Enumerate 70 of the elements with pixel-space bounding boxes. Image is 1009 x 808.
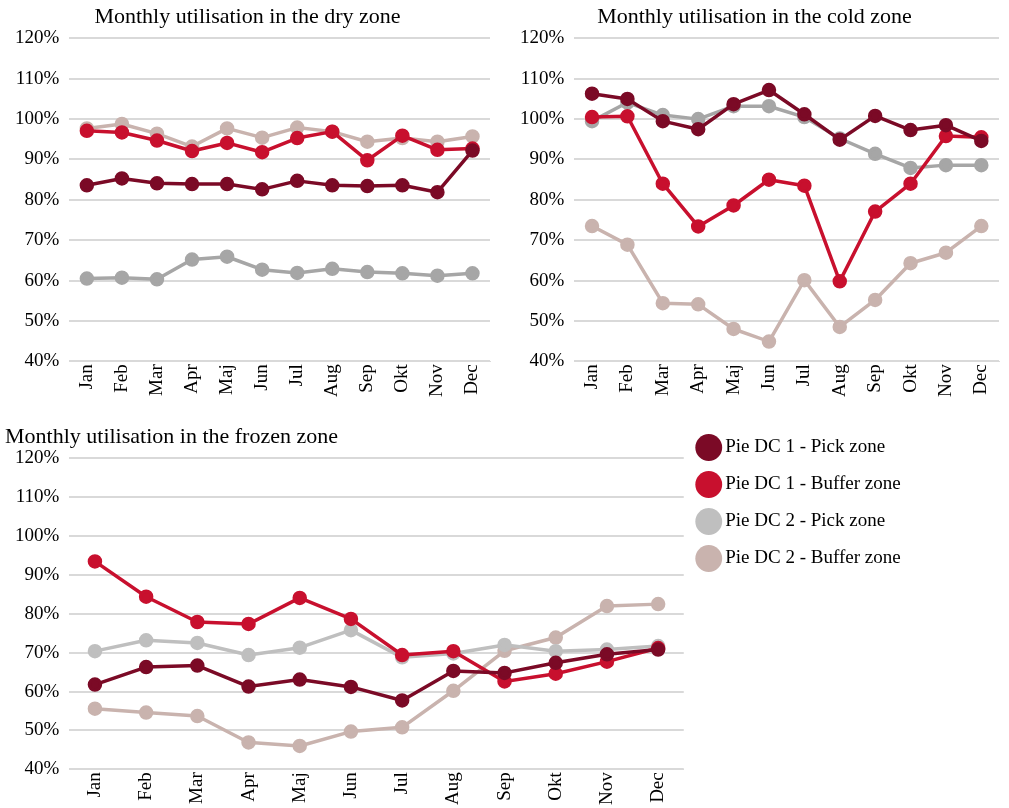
x-tick-label: Feb (134, 772, 156, 801)
x-tick-label: Sep (863, 364, 885, 393)
x-tick-label: Sep (492, 772, 514, 801)
y-tick-label: 40% (24, 757, 60, 779)
x-tick-label: Dec (646, 772, 668, 803)
y-tick-label: 70% (24, 640, 60, 662)
x-tick-label: Jul (792, 364, 814, 387)
y-tick-label: 40% (24, 349, 60, 371)
y-tick-label: 80% (24, 187, 60, 209)
x-tick-label: Maj (215, 364, 237, 395)
y-tick-label: 60% (24, 679, 60, 701)
x-tick-label: Sep (355, 364, 377, 393)
y-tick-label: 110% (15, 66, 60, 88)
x-tick-label: Okt (390, 363, 412, 393)
y-tick-label: 80% (24, 601, 60, 623)
chart-title: Monthly utilisation in the cold zone (597, 2, 912, 28)
x-tick-label: Nov (594, 771, 616, 806)
y-tick-label: 100% (15, 107, 60, 129)
x-tick-label: Maj (721, 364, 743, 395)
y-tick-label: 100% (520, 107, 565, 129)
y-tick-label: 50% (24, 718, 60, 740)
x-tick-label: Aug (320, 363, 342, 398)
legend-label: Pie DC 2 - Buffer zone (725, 546, 901, 568)
x-tick-label: Dec (969, 364, 991, 395)
y-tick-label: 100% (15, 524, 60, 546)
x-tick-label: Aug (441, 771, 463, 806)
x-tick-label: Okt (898, 363, 920, 393)
y-tick-label: 50% (24, 308, 60, 330)
x-tick-label: Okt (543, 771, 565, 801)
x-tick-label: Nov (933, 363, 955, 398)
y-tick-label: 90% (24, 147, 60, 169)
y-tick-label: 60% (24, 268, 60, 290)
x-tick-label: Apr (686, 363, 708, 394)
x-tick-label: Mar (144, 363, 166, 396)
chart-title: Monthly utilisation in the dry zone (94, 2, 401, 28)
y-tick-label: 90% (24, 562, 60, 584)
x-tick-label: Jan (580, 363, 602, 390)
x-tick-label: Mar (185, 771, 207, 804)
legend-label: Pie DC 2 - Pick zone (725, 509, 886, 531)
y-tick-label: 70% (24, 228, 60, 250)
y-tick-label: 80% (529, 187, 565, 209)
y-tick-label: 70% (529, 228, 565, 250)
x-tick-label: Apr (180, 363, 202, 394)
y-tick-label: 120% (15, 26, 60, 48)
x-tick-label: Feb (109, 364, 131, 393)
x-tick-label: Maj (287, 772, 309, 803)
y-tick-label: 120% (15, 446, 60, 468)
x-tick-label: Jan (82, 771, 104, 798)
y-tick-label: 110% (15, 485, 60, 507)
legend-label: Pie DC 1 - Buffer zone (725, 472, 901, 494)
x-tick-label: Apr (236, 771, 258, 802)
x-tick-label: Dec (460, 364, 482, 395)
x-tick-label: Mar (650, 363, 672, 396)
x-tick-label: Jun (250, 363, 272, 391)
y-tick-label: 40% (529, 349, 565, 371)
y-tick-label: 50% (529, 308, 565, 330)
x-tick-label: Jan (74, 363, 96, 390)
chart-title: Monthly utilisation in the frozen zone (5, 422, 338, 448)
y-tick-label: 60% (529, 268, 565, 290)
x-tick-label: Jul (390, 772, 412, 795)
x-tick-label: Aug (827, 363, 849, 398)
y-tick-label: 110% (520, 66, 565, 88)
legend-label: Pie DC 1 - Pick zone (725, 435, 886, 457)
y-tick-label: 120% (520, 26, 565, 48)
x-tick-label: Nov (425, 363, 447, 398)
x-tick-label: Jun (338, 771, 360, 799)
x-tick-label: Feb (615, 364, 637, 393)
x-tick-label: Jul (285, 364, 307, 387)
y-tick-label: 90% (529, 147, 565, 169)
x-tick-label: Jun (756, 363, 778, 391)
